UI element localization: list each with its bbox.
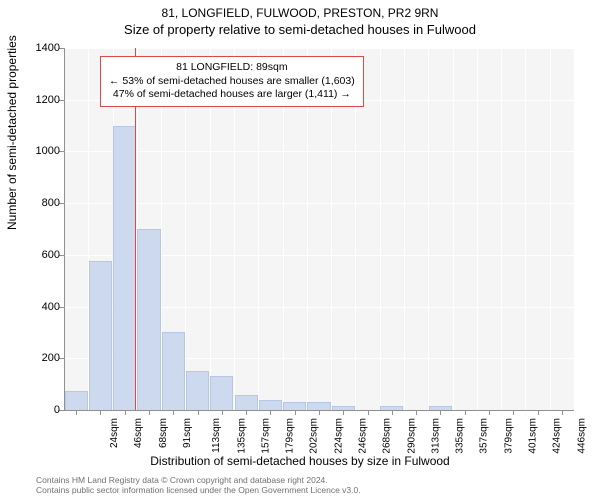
xtick-mark (343, 410, 344, 415)
footer-line1: Contains HM Land Registry data © Crown c… (36, 475, 361, 486)
gridline-h (64, 151, 574, 152)
xtick-mark (319, 410, 320, 415)
xtick-label: 113sqm (211, 418, 222, 453)
y-axis-line (64, 48, 65, 410)
x-axis-label: Distribution of semi-detached houses by … (0, 454, 600, 468)
reference-callout: 81 LONGFIELD: 89sqm ← 53% of semi-detach… (100, 56, 364, 107)
ytick-label: 800 (10, 197, 60, 209)
xtick-label: 68sqm (158, 418, 169, 448)
histogram-bar (162, 332, 185, 410)
gridline-v (404, 48, 405, 410)
xtick-label: 335sqm (455, 418, 466, 454)
ytick-label: 200 (10, 352, 60, 364)
xtick-mark (392, 410, 393, 415)
gridline-h (64, 48, 574, 49)
xtick-mark (270, 410, 271, 415)
gridline-v (380, 48, 381, 410)
histogram-bar (186, 371, 209, 410)
xtick-mark (76, 410, 77, 415)
histogram-bar (113, 126, 136, 410)
xtick-mark (149, 410, 150, 415)
xtick-mark (416, 410, 417, 415)
histogram-bar (137, 229, 160, 410)
chart-container: 81, LONGFIELD, FULWOOD, PRESTON, PR2 9RN… (0, 0, 600, 500)
xtick-mark (513, 410, 514, 415)
callout-line3: 47% of semi-detached houses are larger (… (109, 88, 355, 102)
xtick-mark (100, 410, 101, 415)
xtick-label: 357sqm (479, 418, 490, 454)
xtick-label: 401sqm (528, 418, 539, 454)
ytick-label: 0 (10, 404, 60, 416)
xtick-mark (489, 410, 490, 415)
gridline-v (428, 48, 429, 410)
xtick-mark (440, 410, 441, 415)
xtick-label: 224sqm (333, 418, 344, 454)
histogram-bar (210, 376, 233, 410)
xtick-label: 268sqm (382, 418, 393, 454)
gridline-v (453, 48, 454, 410)
xtick-mark (246, 410, 247, 415)
histogram-bar (65, 391, 88, 410)
xtick-mark (562, 410, 563, 415)
gridline-v (501, 48, 502, 410)
xtick-label: 202sqm (309, 418, 320, 454)
histogram-bar (283, 402, 306, 410)
xtick-mark (368, 410, 369, 415)
gridline-v (574, 48, 575, 410)
xtick-mark (125, 410, 126, 415)
histogram-bar (235, 395, 258, 411)
xtick-label: 24sqm (109, 418, 120, 448)
xtick-mark (295, 410, 296, 415)
xtick-label: 135sqm (236, 418, 247, 454)
xtick-label: 179sqm (285, 418, 296, 454)
xtick-mark (198, 410, 199, 415)
ytick-label: 600 (10, 249, 60, 261)
xtick-label: 424sqm (552, 418, 563, 454)
ytick-label: 1000 (10, 145, 60, 157)
footer-attribution: Contains HM Land Registry data © Crown c… (36, 475, 361, 496)
xtick-label: 91sqm (182, 418, 193, 448)
histogram-bar (259, 400, 282, 410)
callout-line1: 81 LONGFIELD: 89sqm (109, 61, 355, 75)
gridline-v (550, 48, 551, 410)
footer-line2: Contains public sector information licen… (36, 485, 361, 496)
xtick-label: 379sqm (503, 418, 514, 454)
page-title-line1: 81, LONGFIELD, FULWOOD, PRESTON, PR2 9RN (0, 0, 600, 20)
xtick-label: 446sqm (576, 418, 587, 454)
xtick-label: 246sqm (358, 418, 369, 454)
xtick-mark (465, 410, 466, 415)
page-title-line2: Size of property relative to semi-detach… (0, 20, 600, 37)
ytick-label: 1400 (10, 42, 60, 54)
xtick-label: 157sqm (260, 418, 271, 454)
xtick-mark (538, 410, 539, 415)
callout-line2: ← 53% of semi-detached houses are smalle… (109, 75, 355, 89)
gridline-v (477, 48, 478, 410)
gridline-h (64, 203, 574, 204)
xtick-label: 313sqm (430, 418, 441, 454)
ytick-label: 1200 (10, 94, 60, 106)
xtick-mark (173, 410, 174, 415)
xtick-label: 290sqm (406, 418, 417, 454)
xtick-label: 46sqm (133, 418, 144, 448)
ytick-label: 400 (10, 301, 60, 313)
xtick-mark (222, 410, 223, 415)
histogram-bar (307, 402, 330, 410)
gridline-v (525, 48, 526, 410)
histogram-bar (89, 261, 112, 410)
